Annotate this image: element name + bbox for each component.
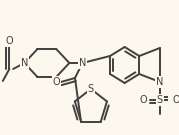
Text: O: O bbox=[6, 36, 13, 46]
Text: O: O bbox=[173, 95, 179, 105]
Text: N: N bbox=[156, 77, 164, 87]
Text: O: O bbox=[139, 95, 147, 105]
Text: N: N bbox=[21, 58, 28, 68]
Text: N: N bbox=[79, 58, 86, 68]
Text: S: S bbox=[157, 95, 163, 105]
Text: O: O bbox=[52, 77, 60, 87]
Text: S: S bbox=[88, 84, 94, 94]
